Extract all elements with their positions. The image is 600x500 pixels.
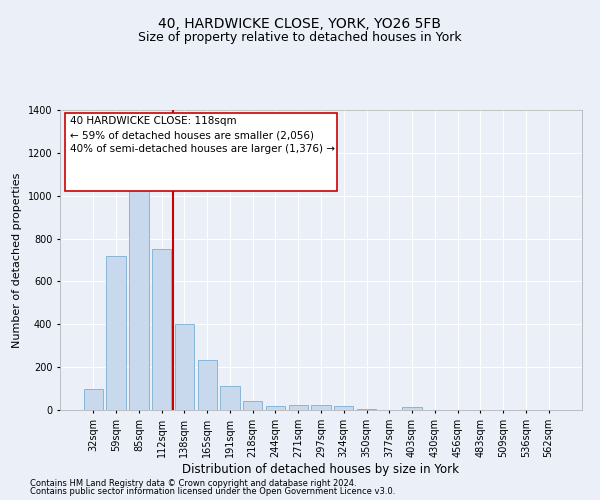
Bar (152, 250, 172, 410)
Y-axis label: Number of detached properties: Number of detached properties (12, 172, 22, 348)
Bar (357, 409, 376, 410)
Bar (403, 407, 422, 410)
Bar (197, 360, 217, 410)
Bar (243, 402, 262, 410)
Bar (266, 406, 285, 410)
Text: 40 HARDWICKE CLOSE: 118sqm
← 59% of detached houses are smaller (2,056)
40% of s: 40 HARDWICKE CLOSE: 118sqm ← 59% of deta… (70, 116, 335, 154)
Bar (311, 404, 331, 410)
Bar (220, 386, 239, 410)
FancyBboxPatch shape (65, 113, 337, 191)
Text: Contains HM Land Registry data © Crown copyright and database right 2024.: Contains HM Land Registry data © Crown c… (30, 478, 356, 488)
Text: Contains public sector information licensed under the Open Government Licence v3: Contains public sector information licen… (30, 487, 395, 496)
Text: 40, HARDWICKE CLOSE, YORK, YO26 5FB: 40, HARDWICKE CLOSE, YORK, YO26 5FB (158, 18, 442, 32)
Bar (84, 388, 103, 410)
Bar (175, 324, 194, 410)
Bar (289, 404, 308, 410)
Text: Size of property relative to detached houses in York: Size of property relative to detached ho… (138, 31, 462, 44)
Bar (106, 256, 126, 410)
Bar (334, 406, 353, 410)
X-axis label: Distribution of detached houses by size in York: Distribution of detached houses by size … (182, 462, 460, 475)
Bar (129, 185, 149, 410)
